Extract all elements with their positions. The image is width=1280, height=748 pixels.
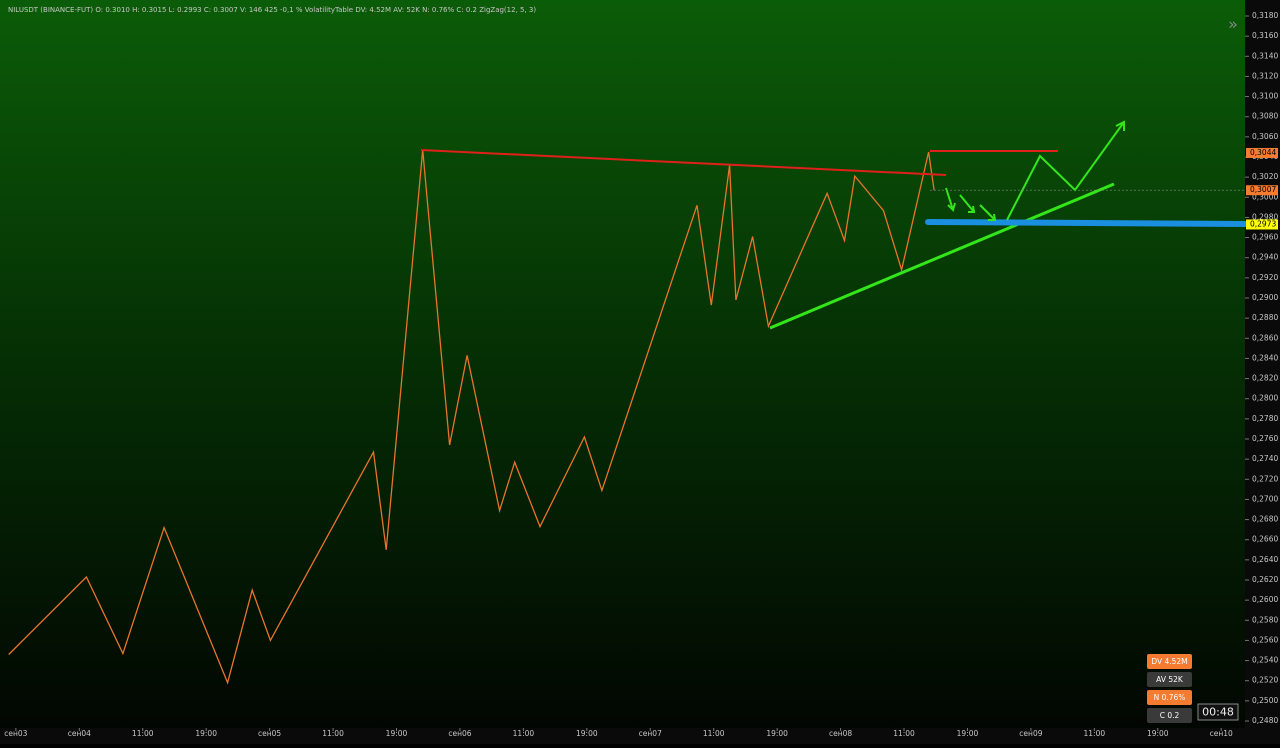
- x-tick-label: сен07: [639, 729, 662, 738]
- info-box: [1147, 708, 1192, 723]
- y-tick-label: 0,2660: [1252, 535, 1278, 544]
- y-tick-label: 0,2820: [1252, 374, 1278, 383]
- x-tick-label: 11:00: [322, 729, 344, 738]
- price-marker-label: 0,2973: [1250, 219, 1276, 228]
- price-marker-label: 0,3044: [1250, 148, 1276, 157]
- collapse-icon[interactable]: »: [1228, 15, 1238, 34]
- y-tick-label: 0,2920: [1252, 273, 1278, 282]
- y-tick-label: 0,2740: [1252, 454, 1278, 463]
- drawn-layer: [8, 149, 935, 685]
- y-tick-label: 0,3140: [1252, 51, 1278, 60]
- chart-title: NILUSDT (BINANCE-FUT) O: 0.3010 H: 0.301…: [8, 6, 536, 14]
- y-tick-label: 0,2700: [1252, 494, 1278, 503]
- x-tick-label: 11:00: [1084, 729, 1106, 738]
- price-marker: [1246, 219, 1278, 230]
- info-box: [1147, 672, 1192, 687]
- x-tick-label: 11:00: [703, 729, 725, 738]
- y-tick-label: 0,3020: [1252, 172, 1278, 181]
- y-tick-label: 0,2480: [1252, 716, 1278, 725]
- y-tick-label: 0,3120: [1252, 71, 1278, 80]
- y-tick-label: 0,2620: [1252, 575, 1278, 584]
- x-tick-label: 19:00: [195, 729, 217, 738]
- y-tick-label: 0,3100: [1252, 92, 1278, 101]
- y-tick-label: 0,2780: [1252, 414, 1278, 423]
- info-box: [1147, 690, 1192, 705]
- timer-box: [1197, 703, 1239, 721]
- y-tick-label: 0,2960: [1252, 233, 1278, 242]
- y-tick-label: 0,2860: [1252, 333, 1278, 342]
- info-box-label: N 0.76%: [1154, 693, 1186, 702]
- y-tick-label: 0,2980: [1252, 212, 1278, 221]
- x-tick-label: сен05: [258, 729, 281, 738]
- x-tick-label: 19:00: [576, 729, 598, 738]
- x-tick-label: 19:00: [766, 729, 788, 738]
- y-tick-label: 0,3000: [1252, 192, 1278, 201]
- price-marker-label: 0,3007: [1250, 185, 1276, 194]
- y-tick-label: 0,2800: [1252, 394, 1278, 403]
- zigzag-line: [8, 149, 935, 685]
- y-tick-label: 0,3180: [1252, 11, 1278, 20]
- info-box-label: C 0.2: [1160, 711, 1180, 720]
- y-tick-label: 0,3160: [1252, 31, 1278, 40]
- info-box-label: AV 52K: [1156, 675, 1184, 684]
- info-box-label: DV 4.52M: [1151, 657, 1187, 666]
- x-tick-label: сен06: [448, 729, 471, 738]
- y-tick-label: 0,2940: [1252, 253, 1278, 262]
- y-tick-label: 0,2680: [1252, 515, 1278, 524]
- y-tick-label: 0,2900: [1252, 293, 1278, 302]
- info-box: [1147, 654, 1192, 669]
- x-tick-label: сен04: [68, 729, 91, 738]
- y-tick-label: 0,3080: [1252, 112, 1278, 121]
- price-axis: [1245, 0, 1280, 744]
- y-tick-label: 0,2560: [1252, 635, 1278, 644]
- y-tick-label: 0,2580: [1252, 615, 1278, 624]
- y-tick-label: 0,2600: [1252, 595, 1278, 604]
- y-tick-label: 0,2720: [1252, 474, 1278, 483]
- x-tick-label: 11:00: [513, 729, 535, 738]
- y-tick-label: 0,2540: [1252, 656, 1278, 665]
- price-marker: [1246, 147, 1278, 158]
- x-tick-label: сен10: [1210, 729, 1233, 738]
- x-tick-label: сен09: [1019, 729, 1042, 738]
- y-tick-label: 0,2500: [1252, 696, 1278, 705]
- y-tick-label: 0,2760: [1252, 434, 1278, 443]
- resistance-line: [420, 149, 947, 176]
- y-tick-label: 0,3060: [1252, 132, 1278, 141]
- support-line: [769, 182, 1115, 330]
- x-tick-label: сен03: [4, 729, 27, 738]
- x-tick-label: 19:00: [386, 729, 408, 738]
- x-tick-label: 11:00: [132, 729, 154, 738]
- y-tick-label: 0,2840: [1252, 353, 1278, 362]
- x-tick-label: 19:00: [1147, 729, 1169, 738]
- x-tick-label: 19:00: [957, 729, 979, 738]
- x-tick-label: 11:00: [893, 729, 915, 738]
- timer: 00:48: [1202, 706, 1234, 719]
- plot-background: [0, 0, 1245, 728]
- time-axis: [0, 728, 1245, 744]
- level-line: [925, 219, 1248, 227]
- y-tick-label: 0,2640: [1252, 555, 1278, 564]
- price-marker: [1246, 185, 1278, 196]
- y-tick-label: 0,2520: [1252, 676, 1278, 685]
- y-tick-label: 0,2880: [1252, 313, 1278, 322]
- forecast-arrows: [945, 120, 1125, 221]
- x-tick-label: сен08: [829, 729, 852, 738]
